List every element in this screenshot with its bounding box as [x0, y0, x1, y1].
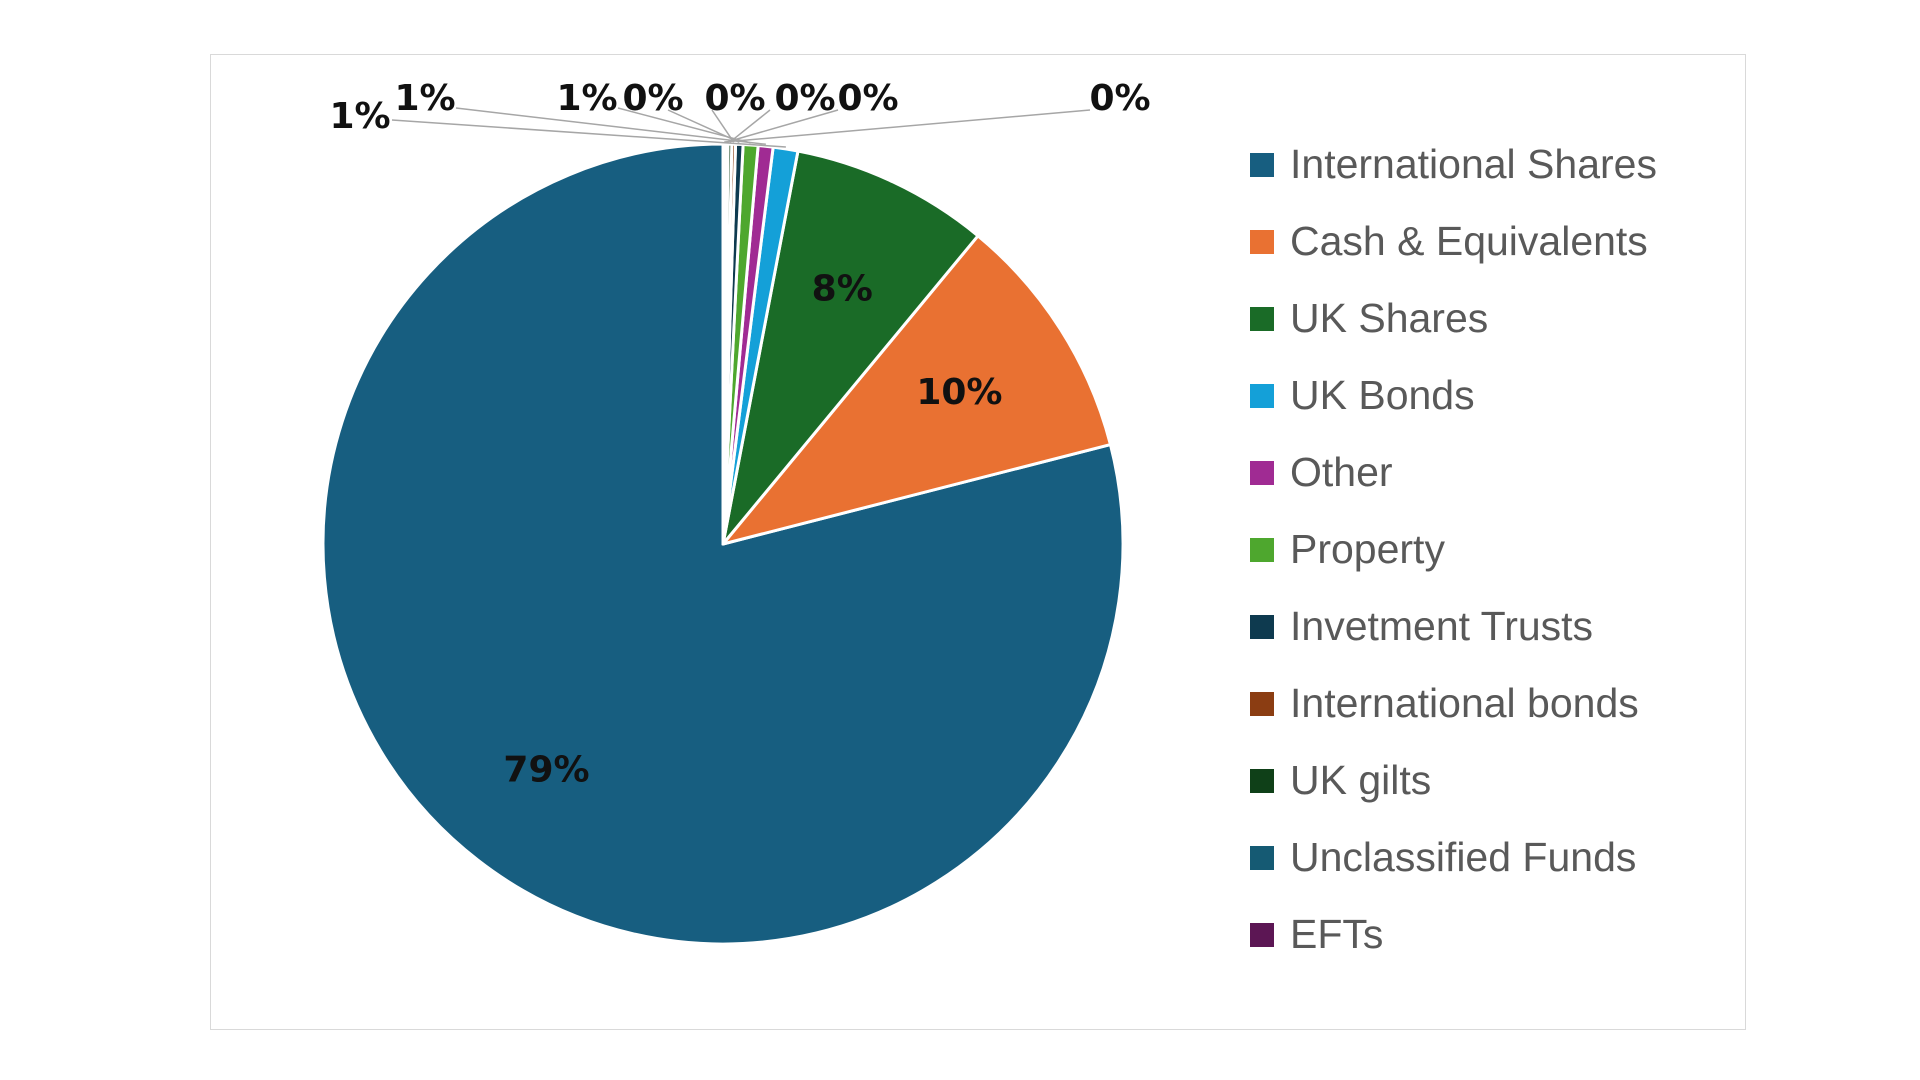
data-label-international-shares: 79% — [503, 750, 589, 791]
legend-swatch — [1250, 229, 1274, 254]
legend-item-uk-gilts: UK gilts — [1250, 742, 1657, 819]
leader-line-unclassified-funds — [726, 109, 839, 143]
leader-lines — [391, 107, 1091, 148]
legend-label: UK gilts — [1290, 757, 1432, 803]
legend-swatch — [1250, 383, 1274, 408]
legend-label: Cash & Equivalents — [1290, 218, 1648, 264]
data-label-international-bonds: 0% — [704, 78, 765, 119]
slice-uk-shares — [721, 149, 980, 546]
leader-line-uk-gilts — [729, 109, 771, 143]
data-labels: 79%10%8%1% 1% 1% 0% 0% 0% 0% 0% — [329, 78, 1150, 791]
legend-label: Invetment Trusts — [1290, 603, 1594, 649]
legend-item-invetment-trusts: Invetment Trusts — [1250, 588, 1657, 665]
data-label-uk-bonds: 1% — [329, 96, 390, 137]
data-label-cash-and-equivalents: 10% — [916, 372, 1002, 413]
legend-item-international-bonds: International bonds — [1250, 665, 1657, 742]
legend-item-property: Property — [1250, 511, 1657, 588]
legend-item-other: Other — [1250, 434, 1657, 511]
legend-swatch — [1250, 845, 1274, 870]
data-label-efts: 0% — [1089, 78, 1150, 119]
legend-swatch — [1250, 614, 1274, 639]
legend-label: UK Bonds — [1290, 372, 1475, 418]
legend-swatch — [1250, 768, 1274, 793]
legend-label: UK Shares — [1290, 295, 1489, 341]
leader-line-efts — [724, 109, 1091, 143]
leader-line-invetment-trusts — [667, 109, 740, 144]
pie-slices — [321, 142, 1125, 946]
legend: International Shares Cash & Equivalents UK… — [1250, 126, 1657, 973]
data-label-property: 1% — [556, 78, 617, 119]
leader-line-uk-bonds — [391, 119, 786, 148]
legend-label: Property — [1290, 526, 1445, 572]
legend-swatch — [1250, 152, 1274, 177]
legend-label: EFTs — [1290, 911, 1384, 957]
legend-swatch — [1250, 460, 1274, 485]
leader-line-other — [455, 107, 766, 146]
legend-item-uk-bonds: UK Bonds — [1250, 357, 1657, 434]
leader-line-international-bonds — [711, 109, 735, 143]
legend-item-efts: EFTs — [1250, 896, 1657, 973]
legend-item-international-shares: International Shares — [1250, 126, 1657, 203]
legend-item-uk-shares: UK Shares — [1250, 280, 1657, 357]
legend-label: International Shares — [1290, 141, 1657, 187]
legend-item-unclassified-funds: Unclassified Funds — [1250, 819, 1657, 896]
legend-label: Unclassified Funds — [1290, 834, 1637, 880]
legend-swatch — [1250, 306, 1274, 331]
legend-label: Other — [1290, 449, 1393, 495]
legend-swatch — [1250, 691, 1274, 716]
slice-efts — [721, 142, 728, 546]
legend-label: International bonds — [1290, 680, 1639, 726]
data-label-uk-gilts: 0% — [774, 78, 835, 119]
data-label-unclassified-funds: 0% — [837, 78, 898, 119]
legend-swatch — [1250, 537, 1274, 562]
legend-swatch — [1250, 922, 1274, 947]
data-label-uk-shares: 8% — [812, 269, 873, 310]
data-label-other: 1% — [394, 78, 455, 119]
data-label-invetment-trusts: 0% — [622, 78, 683, 119]
legend-item-cash-and-equivalents: Cash & Equivalents — [1250, 203, 1657, 280]
slice-cash-and-equivalents — [721, 234, 1112, 546]
